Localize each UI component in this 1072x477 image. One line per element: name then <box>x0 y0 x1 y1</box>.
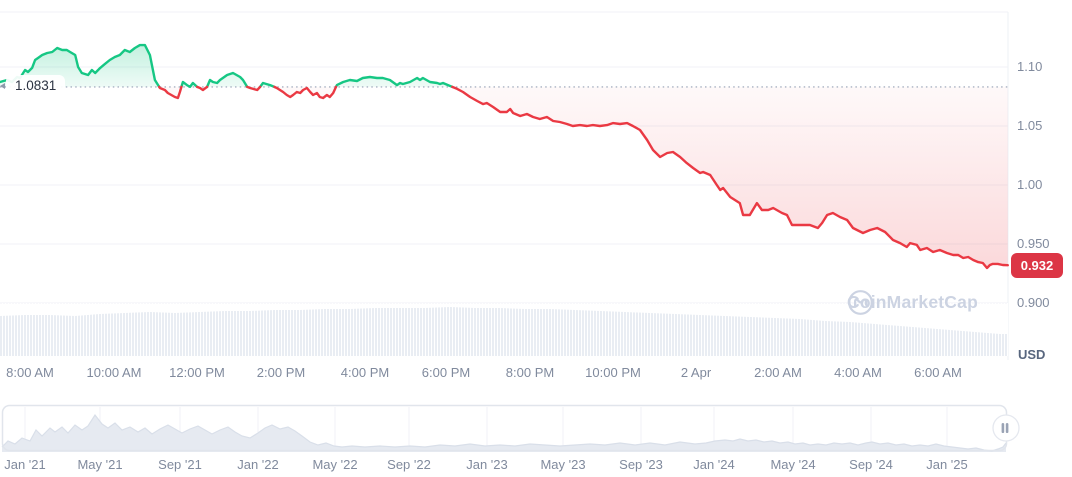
range-tick-label: Sep '21 <box>158 457 202 472</box>
time-tick-label: 6:00 AM <box>914 365 962 380</box>
gain-area-fill <box>0 45 453 87</box>
range-tick-label: May '23 <box>540 457 586 472</box>
coinmarketcap-watermark: CoinMarketCap <box>847 290 978 315</box>
range-tick-label: Jan '24 <box>693 457 735 472</box>
range-tick-label: Jan '21 <box>4 457 46 472</box>
price-line-green <box>0 43 454 89</box>
time-tick-label: 2:00 PM <box>256 365 306 380</box>
range-axis: Jan '21 May '21 Sep '21 Jan '22 May '22 Sep '… <box>0 457 1072 473</box>
time-tick-label: 2 Apr <box>680 365 712 380</box>
time-tick-label: 10:00 AM <box>86 365 142 380</box>
price-tick-label: 1.05 <box>1017 118 1043 133</box>
time-tick-label: 10:00 PM <box>585 365 641 380</box>
range-tick-label: May '24 <box>770 457 816 472</box>
time-tick-label: 2:00 AM <box>754 365 802 380</box>
price-tick-label: 1.10 <box>1017 59 1043 74</box>
range-tick-label: Sep '22 <box>387 457 431 472</box>
range-tick-label: May '22 <box>312 457 358 472</box>
baseline-axis-tick <box>0 83 5 90</box>
range-tick-label: Jan '22 <box>237 457 279 472</box>
price-tick-label: 1.00 <box>1017 177 1043 192</box>
range-selector-chart[interactable] <box>0 400 1072 477</box>
coinmarketcap-logo-icon <box>848 290 873 315</box>
range-tick-label: Sep '24 <box>849 457 893 472</box>
time-tick-label: 6:00 PM <box>421 365 471 380</box>
price-tick-label: 0.900 <box>1017 295 1050 310</box>
time-tick-label: 4:00 PM <box>340 365 390 380</box>
baseline-price-label: 1.0831 <box>6 74 66 96</box>
price-tick-label: 0.950 <box>1017 236 1050 251</box>
currency-label: USD <box>1018 347 1046 362</box>
time-axis: 8:00 AM 10:00 AM 12:00 PM 2:00 PM 4:00 PM 6:0… <box>0 365 1072 381</box>
range-tick-label: Jan '25 <box>926 457 968 472</box>
time-tick-label: 12:00 PM <box>169 365 225 380</box>
history-area-edge <box>1 413 1007 452</box>
range-tick-label: May '21 <box>77 457 123 472</box>
time-tick-label: 8:00 PM <box>505 365 555 380</box>
time-tick-label: 8:00 AM <box>6 365 54 380</box>
range-tick-label: Jan '23 <box>466 457 508 472</box>
baseline-price-value: 1.0831 <box>15 77 57 93</box>
range-tick-label: Sep '23 <box>619 457 663 472</box>
current-price-badge: 0.932 <box>1011 252 1063 278</box>
price-line-red <box>158 85 1009 270</box>
history-area <box>2 415 1006 452</box>
loss-area-fill <box>159 86 1008 269</box>
range-handle[interactable] <box>992 414 1020 442</box>
time-tick-label: 4:00 AM <box>834 365 882 380</box>
